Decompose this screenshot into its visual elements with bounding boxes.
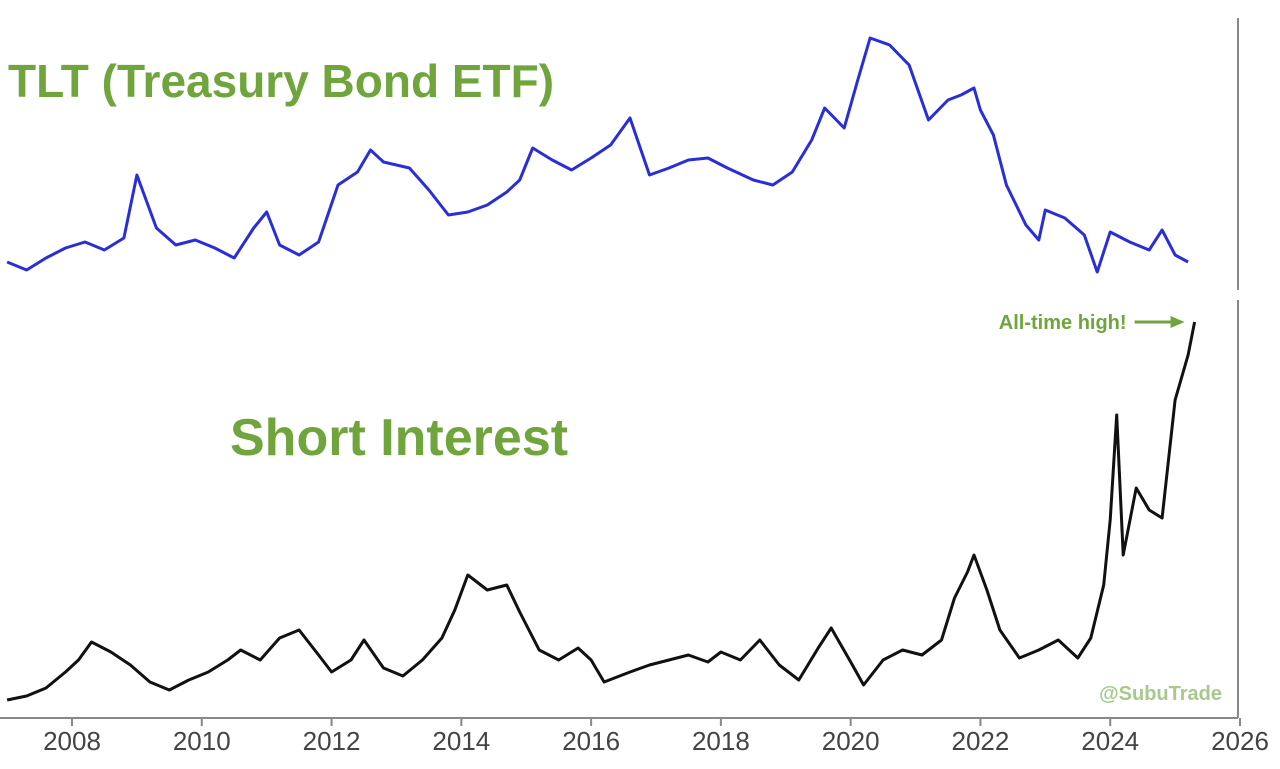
x-tick-label: 2016: [562, 726, 620, 756]
x-tick-label: 2012: [303, 726, 361, 756]
x-tick-label: 2020: [822, 726, 880, 756]
x-tick-label: 2024: [1081, 726, 1139, 756]
short-interest-panel-title: Short Interest: [230, 409, 568, 467]
x-tick-label: 2018: [692, 726, 750, 756]
watermark: @SubuTrade: [1099, 683, 1222, 705]
x-tick-label: 2026: [1211, 726, 1269, 756]
x-tick-label: 2010: [173, 726, 231, 756]
x-tick-label: 2014: [432, 726, 490, 756]
tlt-series-line: [6, 36, 1189, 274]
all-time-high-arrow-head: [1170, 316, 1185, 328]
x-tick-label: 2008: [43, 726, 101, 756]
x-tick-label: 2022: [952, 726, 1010, 756]
short-interest-series-line: [6, 321, 1197, 702]
all-time-high-annotation: All-time high!: [999, 312, 1127, 334]
x-axis-ticks: 2008 2010 2012 2014 2016 2018 2020 2022 2024 2026: [43, 718, 1269, 756]
tlt-panel-title: TLT (Treasury Bond ETF): [8, 55, 554, 107]
